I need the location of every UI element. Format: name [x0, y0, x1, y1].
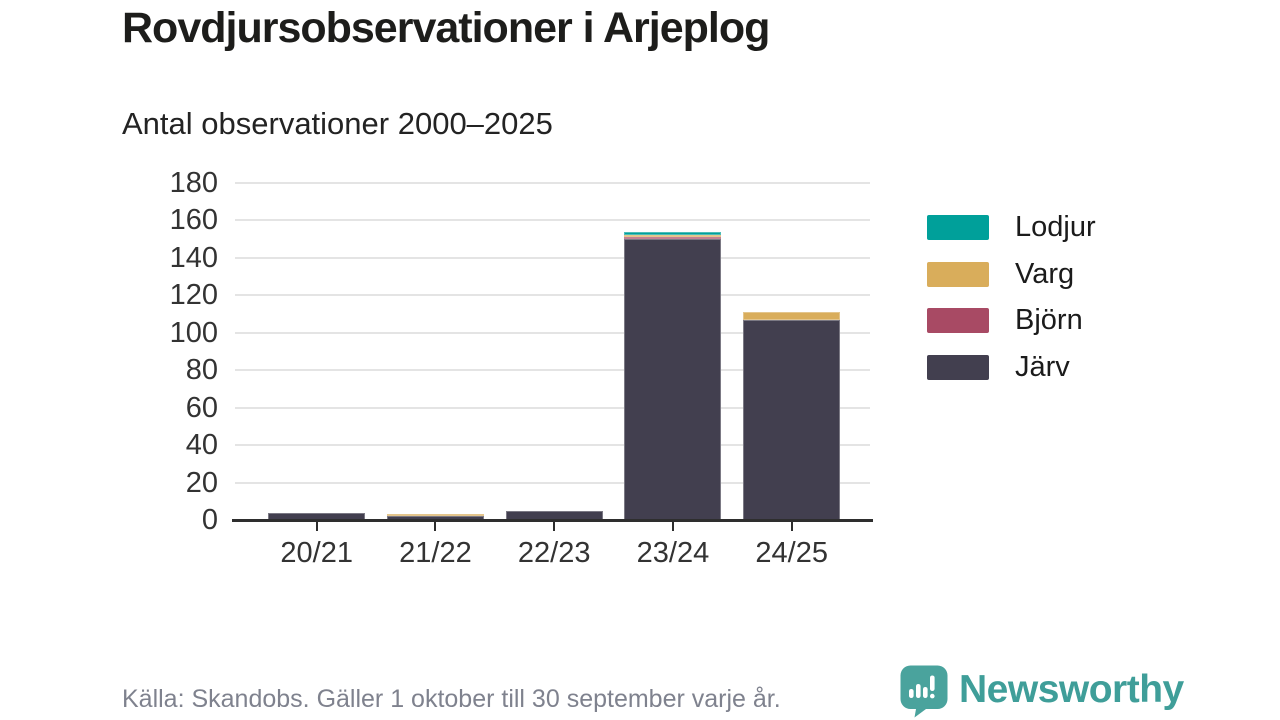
legend-label-Björn: Björn	[1015, 304, 1083, 336]
bar-22/23-Järv	[505, 510, 603, 520]
bar-21/22-Varg	[386, 514, 484, 517]
brand-name: Newsworthy	[959, 668, 1184, 711]
x-tick-label-20/21: 20/21	[280, 537, 353, 569]
x-tick-22/23	[553, 522, 556, 531]
legend-item-Björn: Björn	[927, 304, 1096, 336]
y-tick-label-120: 120	[169, 279, 218, 312]
x-tick-24/25	[790, 522, 793, 531]
x-tick-label-24/25: 24/25	[755, 537, 828, 569]
legend-swatch-Varg	[927, 261, 989, 287]
x-axis-line	[232, 519, 873, 522]
bar-23/24-Björn	[624, 237, 722, 240]
legend-swatch-Björn	[927, 308, 989, 333]
y-tick-label-40: 40	[185, 429, 218, 462]
source-note: Källa: Skandobs. Gäller 1 oktober till 3…	[122, 685, 781, 713]
y-tick-label-160: 160	[169, 204, 218, 237]
y-tick-label-140: 140	[169, 241, 218, 274]
x-tick-label-22/23: 22/23	[517, 537, 591, 569]
gridline-120	[235, 294, 870, 297]
gridline-60	[235, 406, 870, 409]
gridline-40	[235, 444, 870, 447]
legend-item-Järv: Järv	[927, 351, 1096, 383]
y-tick-label-180: 180	[169, 167, 218, 199]
gridline-180	[235, 182, 870, 184]
brand-logo: Newsworthy	[900, 665, 1184, 718]
chart-subtitle: Antal observationer 2000–2025	[122, 106, 553, 141]
bar-23/24-Lodjur	[624, 231, 722, 236]
y-tick-label-80: 80	[185, 354, 218, 387]
bar-20/21-Järv	[268, 512, 366, 520]
legend: Lodjur Varg Björn Järv	[927, 211, 1096, 401]
bar-21/22-Järv	[386, 516, 484, 520]
legend-label-Järv: Järv	[1015, 350, 1070, 383]
gridline-20	[235, 481, 870, 484]
gridline-80	[235, 369, 870, 372]
bar-24/25-Varg	[743, 312, 841, 320]
legend-label-Varg: Varg	[1015, 257, 1075, 290]
x-tick-label-23/24: 23/24	[636, 537, 710, 569]
legend-label-Lodjur: Lodjur	[1015, 211, 1096, 243]
legend-swatch-Lodjur	[927, 215, 989, 240]
y-tick-label-60: 60	[185, 391, 218, 424]
y-tick-label-100: 100	[169, 316, 218, 349]
x-tick-21/22	[434, 522, 437, 531]
y-tick-label-0: 0	[201, 504, 218, 536]
gridline-160	[235, 219, 870, 222]
bar-24/25-Järv	[743, 319, 841, 520]
gridline-100	[235, 331, 870, 334]
y-tick-label-20: 20	[185, 466, 218, 499]
x-tick-20/21	[315, 522, 318, 531]
x-tick-label-21/22: 21/22	[399, 537, 472, 569]
newsworthy-logo-icon	[900, 665, 948, 718]
legend-item-Varg: Varg	[927, 258, 1096, 290]
gridline-140	[235, 256, 870, 259]
bar-23/24-Varg	[624, 235, 722, 238]
bar-23/24-Järv	[624, 239, 722, 520]
x-tick-23/24	[671, 522, 674, 531]
chart-plot-area	[235, 182, 870, 520]
page-title: Rovdjursobservationer i Arjeplog	[122, 4, 770, 52]
legend-swatch-Järv	[927, 354, 989, 380]
legend-item-Lodjur: Lodjur	[927, 211, 1096, 243]
